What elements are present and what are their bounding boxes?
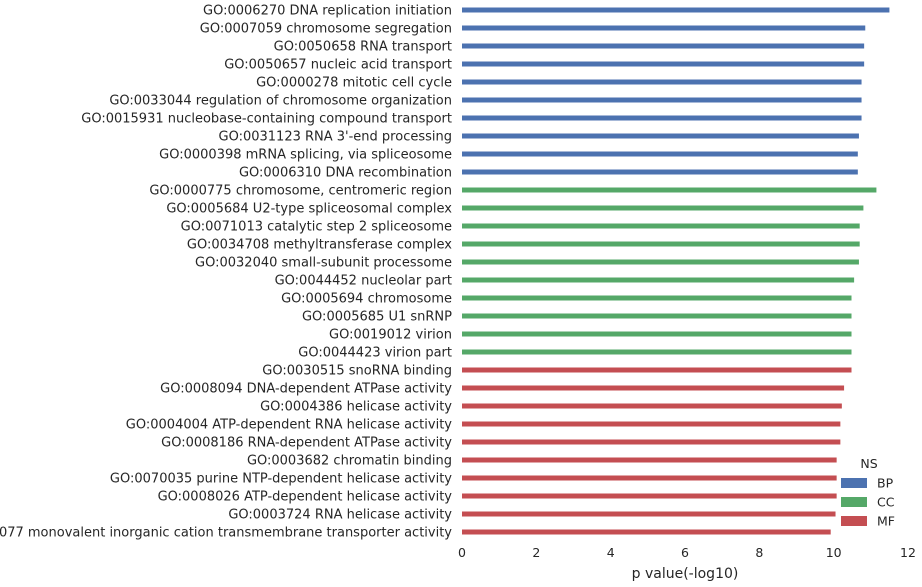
bar-cc	[462, 241, 860, 247]
category-label: GO:0004386 helicase activity	[260, 400, 452, 415]
bar-bp	[462, 97, 862, 103]
x-tick-label: 6	[681, 545, 689, 560]
x-tick-label: 2	[532, 545, 540, 560]
bar-bp	[462, 7, 890, 13]
bar-cc	[462, 349, 852, 355]
bar-bp	[462, 43, 865, 49]
category-label: GO:0003724 RNA helicase activity	[228, 508, 452, 523]
bar-mf	[462, 385, 845, 391]
bar-cc	[462, 313, 852, 319]
category-label: GO:0071013 catalytic step 2 spliceosome	[181, 220, 452, 235]
category-label: GO:0070035 purine NTP-dependent helicase…	[110, 472, 452, 487]
bar-mf	[462, 439, 841, 445]
category-label: GO:0007059 chromosome segregation	[200, 22, 452, 37]
bar-mf	[462, 421, 841, 427]
category-label: GO:0005694 chromosome	[281, 292, 452, 307]
category-label: GO:0008186 RNA-dependent ATPase activity	[161, 436, 452, 451]
x-tick-label: 12	[900, 545, 916, 560]
bar-cc	[462, 205, 864, 211]
x-tick-label: 0	[458, 545, 466, 560]
bar-cc	[462, 331, 852, 337]
x-tick-label: 4	[607, 545, 615, 560]
legend-label-mf: MF	[877, 514, 895, 529]
bar-mf	[462, 475, 837, 481]
bar-bp	[462, 61, 865, 67]
category-label: GO:0044452 nucleolar part	[275, 274, 452, 289]
category-label: GO:0015931 nucleobase-containing compoun…	[81, 112, 452, 127]
x-tick-label: 10	[826, 545, 842, 560]
category-label: GO:0006270 DNA replication initiation	[203, 4, 452, 19]
legend-label-bp: BP	[877, 476, 894, 491]
category-label: GO:0044423 virion part	[298, 346, 452, 361]
bar-cc	[462, 295, 852, 301]
category-label: GO:0032040 small-subunit processome	[195, 256, 452, 271]
category-label: GO:0019012 virion	[329, 328, 452, 343]
bar-bp	[462, 133, 859, 139]
category-label: GO:0050658 RNA transport	[274, 40, 452, 55]
bars-layer	[462, 7, 890, 535]
legend-swatch-mf	[841, 516, 867, 526]
bar-bp	[462, 115, 862, 121]
legend-title: NS	[860, 456, 877, 471]
legend: NS BP CC MF	[841, 456, 895, 529]
category-label: GO:0034708 methyltransferase complex	[187, 238, 452, 253]
category-label: GO:0003682 chromatin binding	[247, 454, 452, 469]
category-label: GO:0030515 snoRNA binding	[262, 364, 452, 379]
x-axis-title: p value(-log10)	[632, 566, 739, 582]
bar-mf	[462, 529, 831, 535]
bar-mf	[462, 367, 852, 373]
category-label: GO:0033044 regulation of chromosome orga…	[109, 94, 452, 109]
category-label: GO:0008026 ATP-dependent helicase activi…	[158, 490, 453, 505]
legend-swatch-cc	[841, 497, 867, 507]
category-label: GO:0015077 monovalent inorganic cation t…	[0, 526, 452, 541]
bar-cc	[462, 277, 855, 283]
category-label: GO:0008094 DNA-dependent ATPase activity	[160, 382, 452, 397]
legend-label-cc: CC	[877, 495, 895, 510]
category-label: GO:0005685 U1 snRNP	[302, 310, 452, 325]
bar-cc	[462, 223, 860, 229]
category-label: GO:0031123 RNA 3'-end processing	[219, 130, 453, 145]
legend-swatch-bp	[841, 478, 867, 488]
x-axis-ticks: 0 2 4 6 8 10 12	[458, 545, 916, 560]
bar-mf	[462, 493, 837, 499]
category-label: GO:0000775 chromosome, centromeric regio…	[149, 184, 452, 199]
bar-bp	[462, 79, 862, 85]
category-label: GO:0004004 ATP-dependent RNA helicase ac…	[126, 418, 453, 433]
bar-bp	[462, 25, 866, 31]
bar-mf	[462, 403, 842, 409]
bar-cc	[462, 259, 859, 265]
bar-mf	[462, 457, 837, 463]
category-label: GO:0050657 nucleic acid transport	[224, 58, 452, 73]
category-label: GO:0006310 DNA recombination	[239, 166, 452, 181]
bar-mf	[462, 511, 836, 517]
category-label: GO:0000278 mitotic cell cycle	[256, 76, 452, 91]
category-label: GO:0005684 U2-type spliceosomal complex	[166, 202, 452, 217]
category-label: GO:0000398 mRNA splicing, via spliceosom…	[159, 148, 452, 163]
bar-bp	[462, 169, 858, 175]
bar-cc	[462, 187, 877, 193]
category-labels: GO:0006270 DNA replication initiation GO:…	[0, 4, 452, 541]
bar-bp	[462, 151, 858, 157]
x-tick-label: 8	[755, 545, 763, 560]
